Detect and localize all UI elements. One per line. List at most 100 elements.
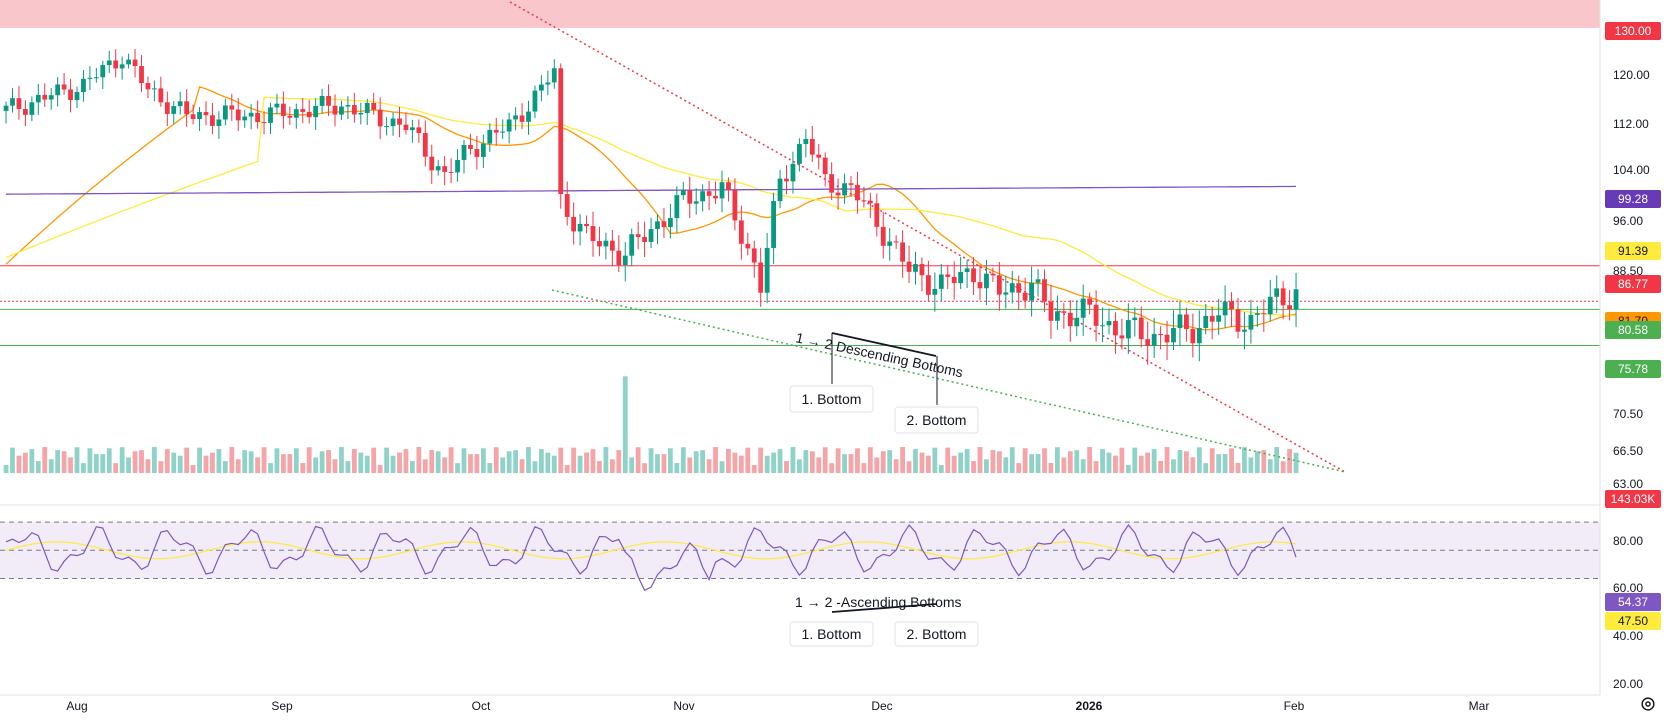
volume-bar xyxy=(635,447,641,473)
candle-body xyxy=(603,240,609,247)
candle-body xyxy=(674,195,680,219)
ascending-bottoms-arrow xyxy=(831,603,937,613)
volume-bar xyxy=(564,464,570,473)
volume-bar xyxy=(1184,451,1189,473)
volume-bar xyxy=(242,450,248,473)
candle-body xyxy=(345,105,351,107)
time-axis: Aug Sep Oct Nov Dec 2026 Feb Mar xyxy=(0,694,1600,713)
candle-body xyxy=(913,264,918,272)
candle-body xyxy=(964,268,970,273)
candle-body xyxy=(835,192,841,196)
annotations: 1 → 2 Descending Bottoms 1. Bottom 2. Bott… xyxy=(789,329,979,434)
moving-averages xyxy=(5,85,1297,331)
volume-bar xyxy=(300,463,306,473)
candle-body xyxy=(1267,296,1273,315)
volume-bar xyxy=(248,451,254,473)
candlesticks xyxy=(3,49,1299,365)
volume-bar xyxy=(951,455,957,473)
volume-bar xyxy=(880,451,886,473)
volume-bar xyxy=(113,463,119,473)
volume-bar xyxy=(713,447,718,473)
candle-body xyxy=(1009,283,1015,293)
volume-bar xyxy=(506,451,512,473)
volume-bar xyxy=(16,455,22,473)
candle-body xyxy=(1235,309,1241,332)
candle-body xyxy=(255,112,260,123)
volume-bar xyxy=(551,455,557,473)
volume-bar xyxy=(932,447,938,473)
candle-body xyxy=(500,131,506,133)
candle-body xyxy=(764,247,770,293)
volume-bar xyxy=(332,459,338,473)
price-tick-label: 88.50 xyxy=(1613,264,1643,278)
candle-body xyxy=(906,261,912,272)
moving-average-line xyxy=(5,96,1296,317)
candle-body xyxy=(1158,333,1163,335)
candle-body xyxy=(700,191,706,202)
volume-bar xyxy=(42,447,48,473)
candle-body xyxy=(680,190,686,196)
candle-body xyxy=(1248,314,1254,330)
candle-body xyxy=(558,68,564,195)
candle-body xyxy=(984,273,989,289)
volume-bar xyxy=(797,459,802,473)
candle-body xyxy=(158,88,164,103)
candle-body xyxy=(880,226,886,246)
volume-bar xyxy=(429,450,435,473)
volume-bar xyxy=(152,447,157,473)
volume-bar xyxy=(1287,449,1292,473)
candle-body xyxy=(87,77,93,79)
volume-bar xyxy=(700,450,706,473)
price-label-tag xyxy=(1605,242,1661,260)
candle-body xyxy=(1190,329,1196,344)
gear-icon[interactable] xyxy=(1639,695,1657,713)
volume-bar xyxy=(410,461,415,473)
candle-body xyxy=(274,103,280,108)
volume-bar xyxy=(719,461,725,473)
candle-body xyxy=(390,118,396,127)
volume-bar xyxy=(1164,447,1170,473)
candle-body xyxy=(1184,314,1189,330)
candle-body xyxy=(313,105,319,118)
volume-bar xyxy=(867,447,873,473)
volume-bar xyxy=(571,447,577,473)
candle-body xyxy=(435,166,441,171)
candle-body xyxy=(771,201,776,248)
volume-bar xyxy=(545,452,551,473)
volume-bar xyxy=(926,455,931,473)
volume-bar xyxy=(558,447,564,473)
candle-body xyxy=(3,105,9,111)
candle-body xyxy=(609,240,615,251)
volume-bar xyxy=(106,448,112,473)
rsi-ma-line xyxy=(5,541,1297,560)
candle-body xyxy=(364,102,370,113)
candle-body xyxy=(616,250,622,266)
candle-body xyxy=(339,106,344,115)
volume-bar xyxy=(1003,457,1009,473)
volume-bar xyxy=(809,451,815,473)
candle-body xyxy=(758,262,764,293)
candle-body xyxy=(1132,317,1138,321)
volume-bar xyxy=(306,447,312,473)
candle-body xyxy=(1229,301,1234,310)
rsi-value-text: 54.37 xyxy=(1618,595,1648,609)
candle-body xyxy=(152,88,157,90)
candle-body xyxy=(1254,313,1260,315)
volume-bar xyxy=(938,464,944,473)
candle-body xyxy=(113,60,119,69)
rsi-tick-label: 60.00 xyxy=(1613,581,1643,595)
candle-body xyxy=(642,236,647,243)
candle-body xyxy=(661,221,667,228)
volume-bar xyxy=(674,462,680,473)
candle-body xyxy=(900,242,905,262)
candle-body xyxy=(184,101,190,115)
volume-bar xyxy=(771,452,776,473)
volume-bar xyxy=(874,457,880,473)
volume-bar xyxy=(274,448,280,473)
candle-body xyxy=(597,241,602,247)
volume-bar xyxy=(971,461,976,473)
rsi-bottom-1-label-box xyxy=(789,621,874,647)
volume-bar xyxy=(326,450,331,473)
volume-bar xyxy=(422,459,428,473)
